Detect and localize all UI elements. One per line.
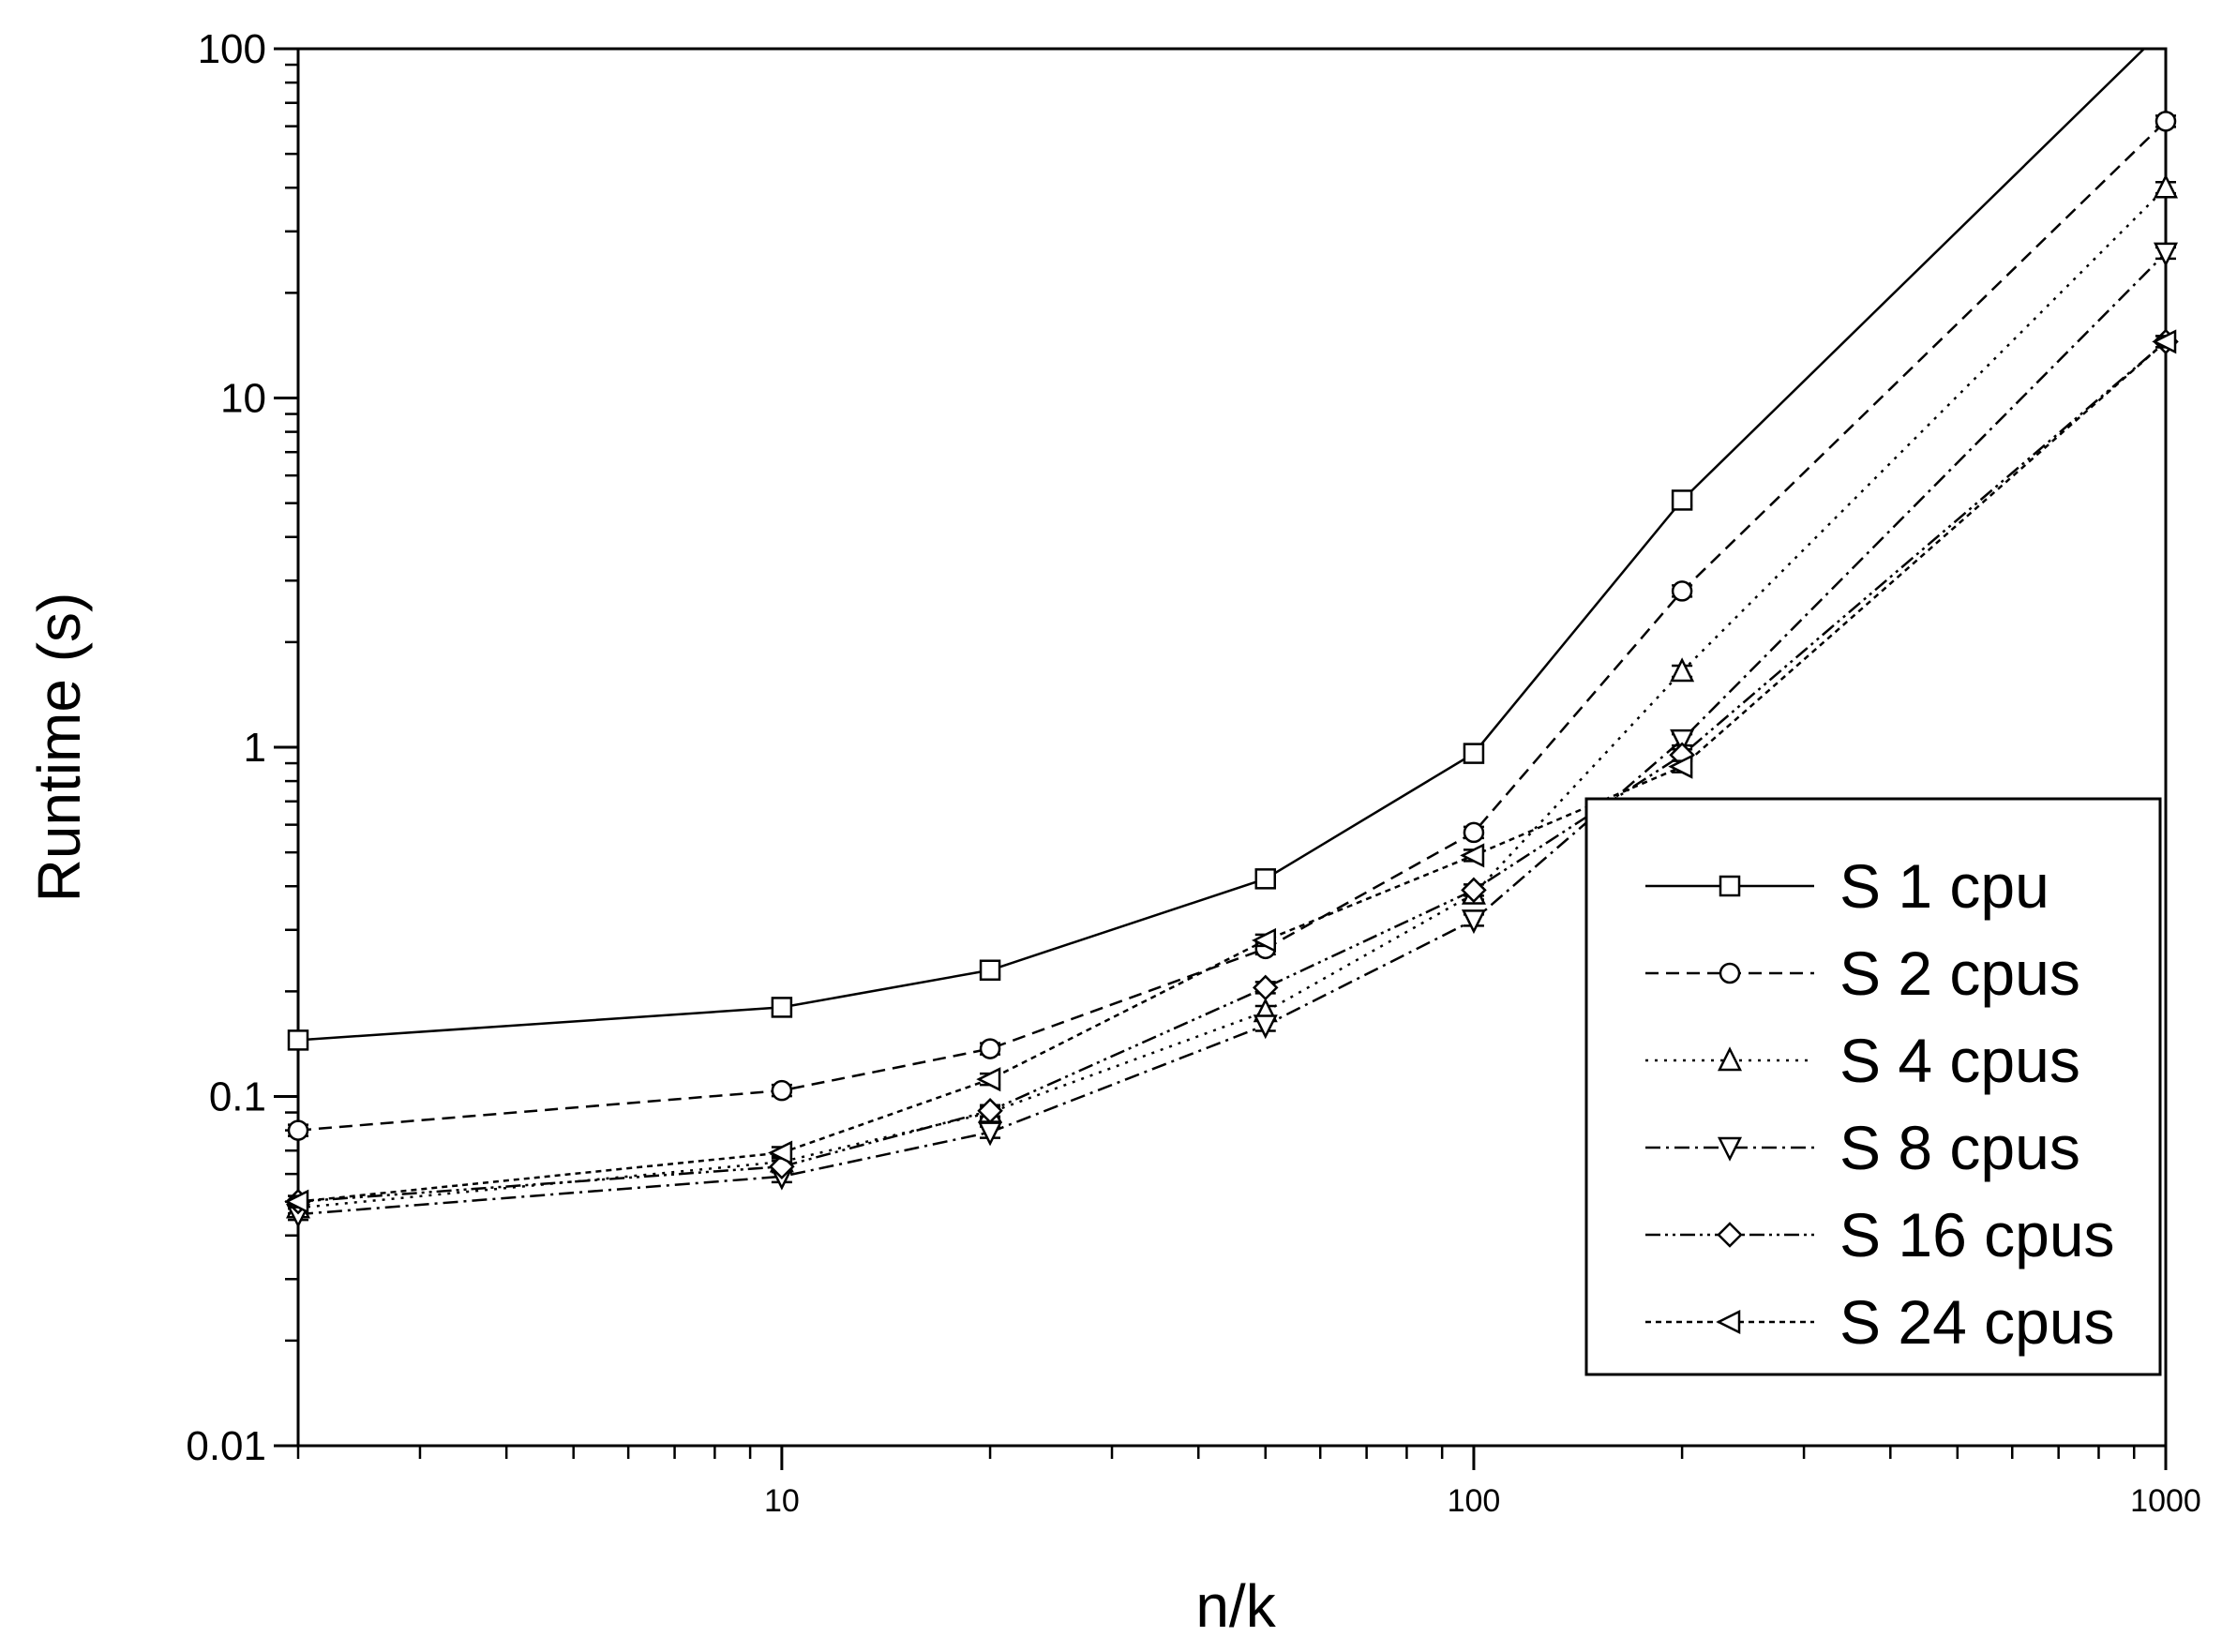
data-point-1 xyxy=(773,998,791,1016)
y-axis-title: Runtime (s) xyxy=(25,593,93,903)
y-tick-label: 100 xyxy=(198,26,266,72)
x-tick-label: 10 xyxy=(764,1483,800,1519)
legend: S 1 cpu S 2 cpus S 4 cpus S 8 cpus S 16 cpus… xyxy=(1586,799,2160,1374)
y-axis-ticks: 0.01 0.1 1 10 100 xyxy=(186,26,298,1469)
data-point-2 xyxy=(2156,112,2175,130)
data-point-2 xyxy=(1464,823,1483,842)
data-point-2 xyxy=(981,1040,999,1059)
legend-marker-2 xyxy=(1720,964,1739,983)
data-point-4 xyxy=(1255,1015,1276,1036)
x-tick-label: 1000 xyxy=(2130,1483,2201,1519)
data-point-3 xyxy=(2155,176,2176,197)
legend-label-6: S 24 cpus xyxy=(1839,1287,2115,1357)
legend-label-1: S 1 cpu xyxy=(1839,851,2049,921)
data-point-2 xyxy=(773,1081,791,1100)
y-tick-label: 10 xyxy=(220,376,266,422)
y-tick-label: 0.01 xyxy=(186,1423,266,1469)
data-point-1 xyxy=(981,961,999,980)
data-point-4 xyxy=(2155,244,2176,264)
data-point-1 xyxy=(1464,744,1483,763)
y-tick-label: 0.1 xyxy=(209,1074,266,1120)
data-point-6 xyxy=(979,1069,999,1089)
data-point-1 xyxy=(1673,490,1691,509)
data-point-6 xyxy=(1463,845,1483,865)
x-tick-label: 100 xyxy=(1448,1483,1501,1519)
runtime-chart: 0.010.1110100 10 100 1000 n/k Runtime (s) … xyxy=(0,0,2222,1652)
legend-label-4: S 8 cpus xyxy=(1839,1113,2080,1182)
data-point-4 xyxy=(1464,910,1484,931)
legend-marker-1 xyxy=(1720,877,1739,895)
data-point-2 xyxy=(289,1121,308,1140)
data-point-2 xyxy=(1673,581,1691,600)
legend-label-2: S 2 cpus xyxy=(1839,939,2080,1008)
data-point-1 xyxy=(289,1030,308,1049)
data-point-1 xyxy=(1256,869,1275,888)
x-axis-ticks: 10 100 1000 xyxy=(298,1446,2201,1519)
x-axis-title: n/k xyxy=(1195,1572,1276,1640)
legend-label-5: S 16 cpus xyxy=(1839,1200,2115,1269)
legend-label-3: S 4 cpus xyxy=(1839,1026,2080,1095)
data-point-5 xyxy=(1254,976,1277,999)
y-tick-label: 1 xyxy=(244,725,266,771)
